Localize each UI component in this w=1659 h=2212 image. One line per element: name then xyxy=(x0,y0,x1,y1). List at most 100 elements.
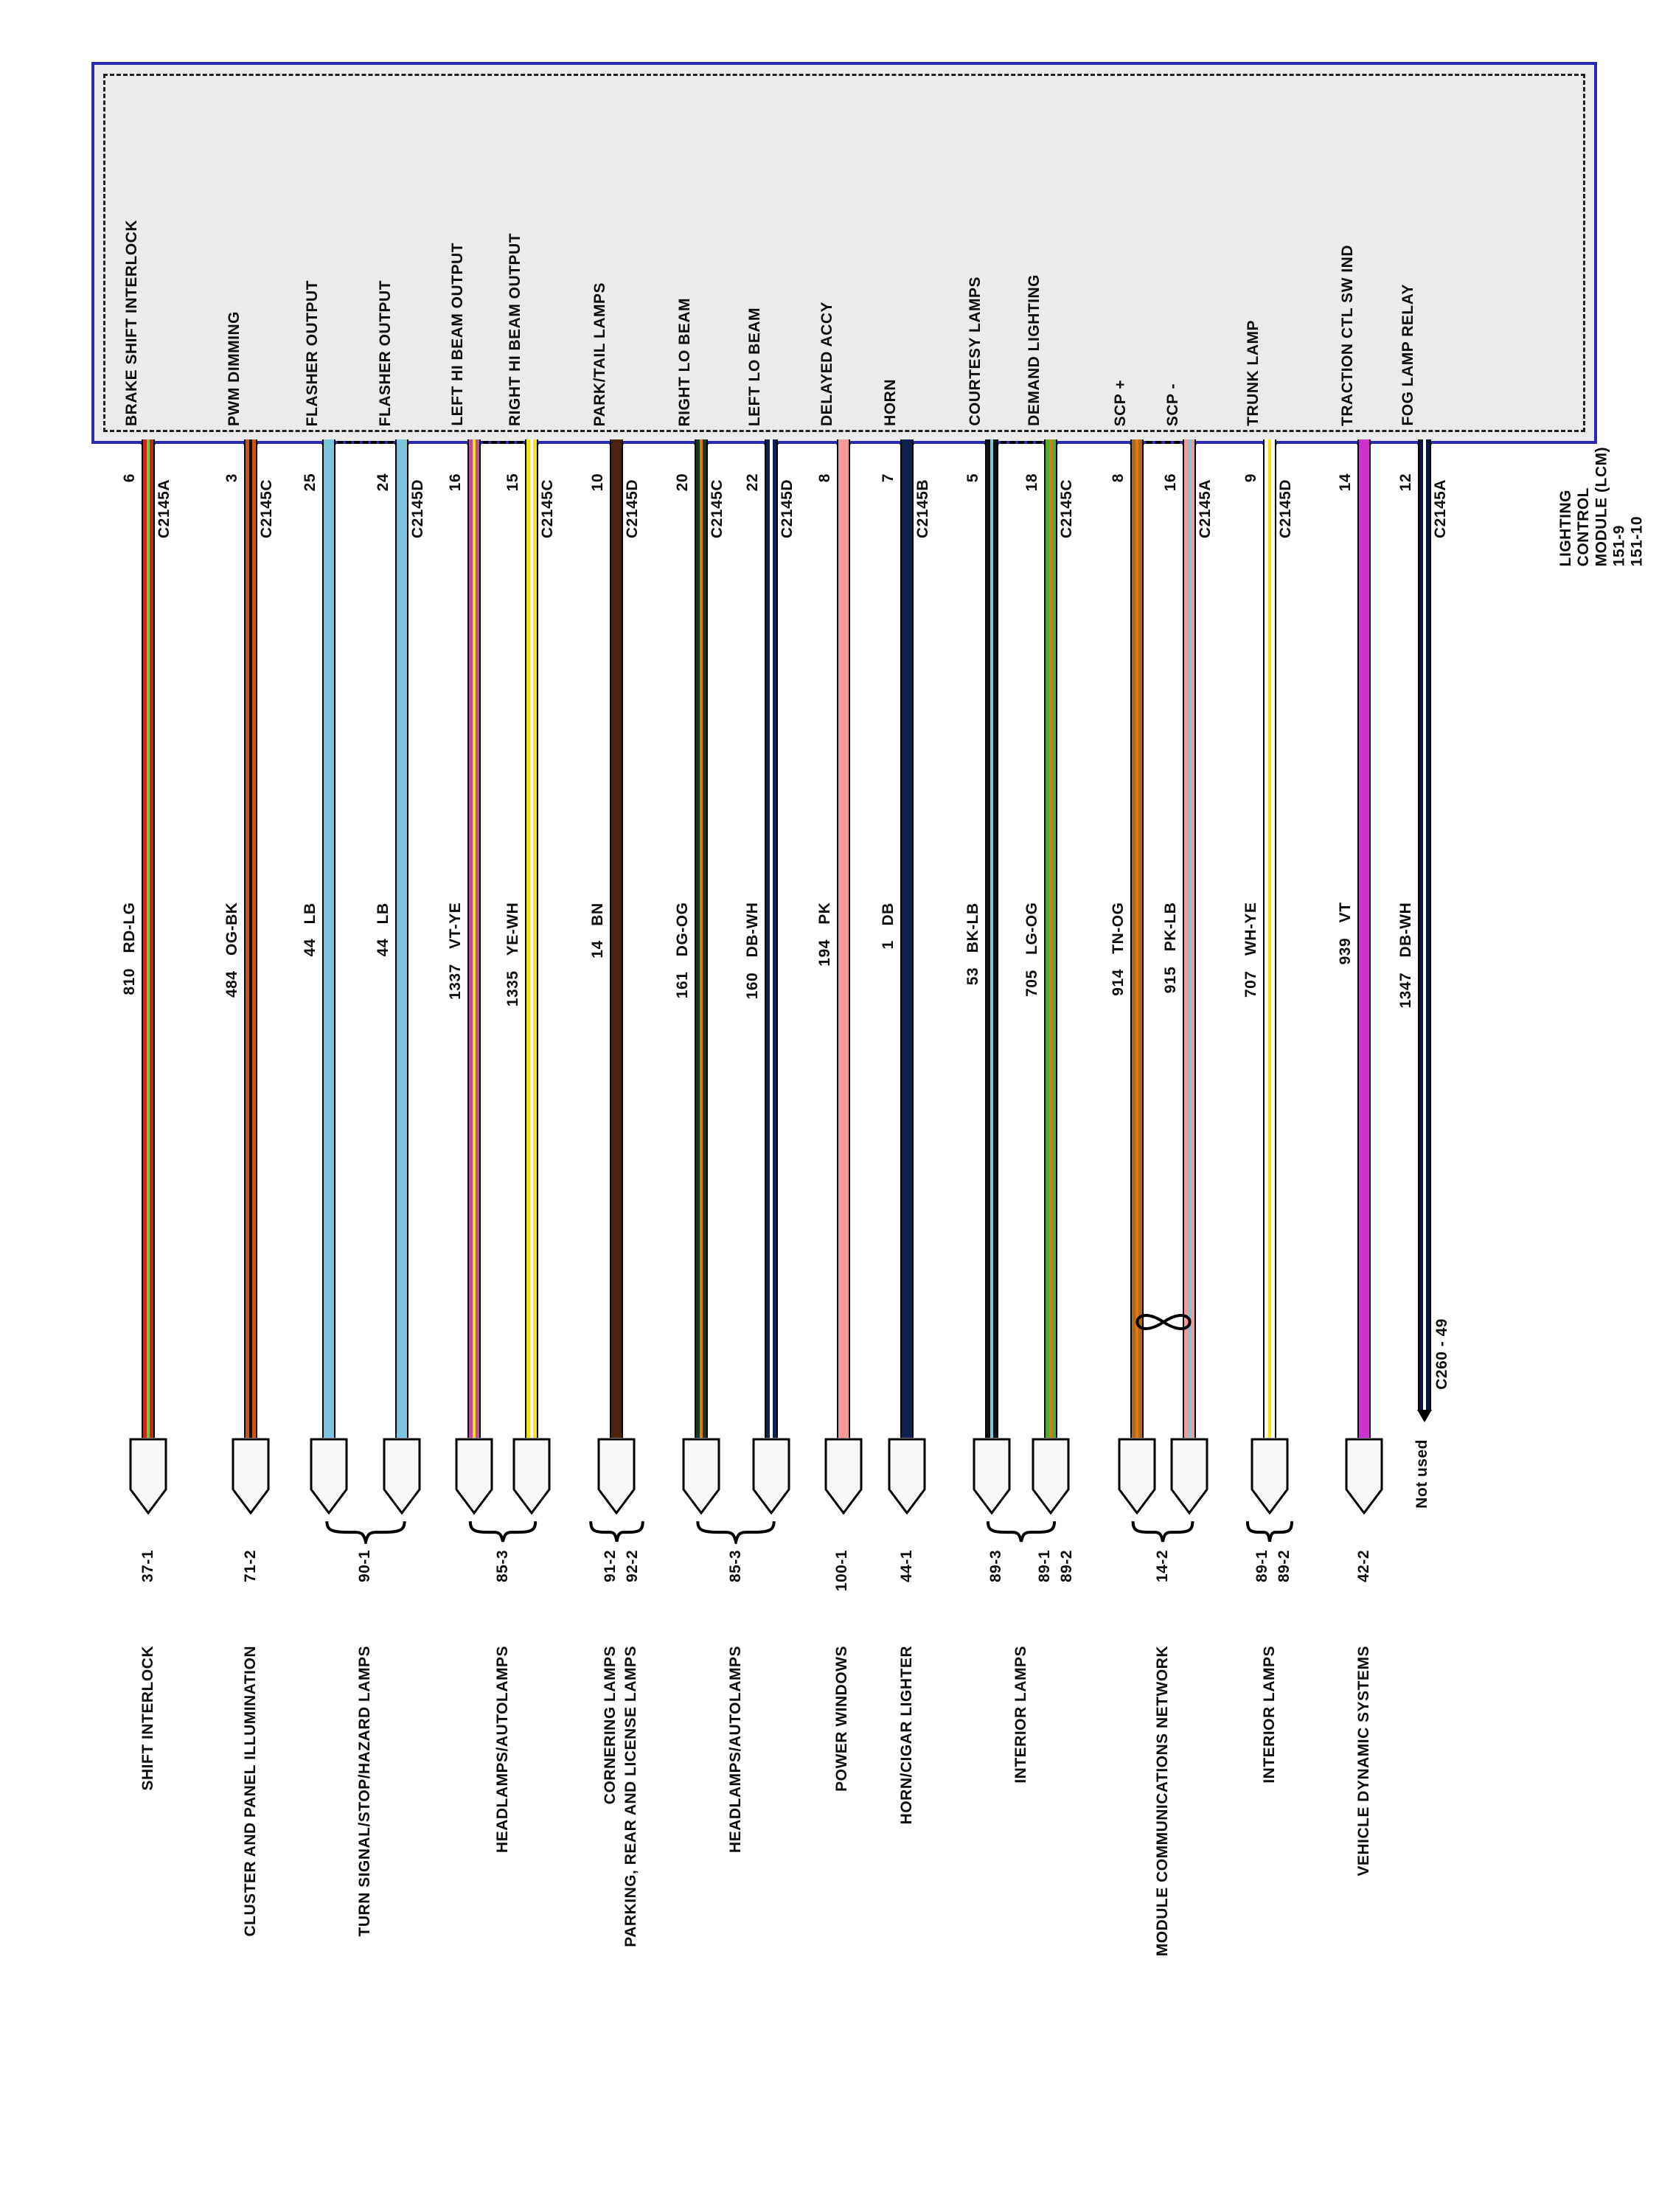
module-title-line: LIGHTING xyxy=(1557,489,1574,567)
destination-label: INTERIOR LAMPS xyxy=(1261,1646,1278,1784)
wire-function-label: TRUNK LAMP xyxy=(1245,320,1262,426)
pin-number: 8 xyxy=(1110,473,1127,483)
wire xyxy=(1044,439,1057,1438)
connector-label: C2145D xyxy=(779,479,796,539)
circuit-number: 939 xyxy=(1337,937,1354,965)
inline-connector-symbol xyxy=(973,1438,1011,1515)
wire xyxy=(985,439,998,1438)
circuit-color: LB xyxy=(375,902,392,924)
circuit-number: 484 xyxy=(223,970,240,998)
wire-stripe xyxy=(1188,439,1191,1438)
circuit-label: 1 DB xyxy=(880,902,897,950)
wire xyxy=(322,439,335,1438)
wire xyxy=(1418,439,1431,1410)
circuit-color: WH-YE xyxy=(1242,902,1259,956)
destination-label: HEADLAMPS/AUTOLAMPS xyxy=(494,1646,511,1853)
inline-connector-symbol xyxy=(1032,1438,1070,1515)
module-title-line: MODULE (LCM) xyxy=(1593,447,1610,567)
pin-number: 25 xyxy=(302,473,319,492)
pin-number: 20 xyxy=(674,473,691,492)
destination-label: CLUSTER AND PANEL ILLUMINATION xyxy=(242,1646,259,1937)
wire-stripe xyxy=(842,439,845,1438)
circuit-number: 194 xyxy=(816,939,833,967)
module-title: LIGHTING CONTROL MODULE (LCM) 151-9 151-… xyxy=(1557,447,1646,566)
wire-stripe xyxy=(700,439,703,1438)
brace xyxy=(1246,1519,1293,1544)
figure-ref: 100-1 xyxy=(833,1550,850,1592)
wire-stripe xyxy=(905,439,908,1438)
inline-connector-symbol xyxy=(752,1438,790,1515)
brace xyxy=(324,1519,407,1544)
wire-stripe xyxy=(615,439,618,1438)
circuit-label: 707 WH-YE xyxy=(1242,902,1260,998)
wire-function-label: COURTESY LAMPS xyxy=(967,276,984,426)
pair-dash xyxy=(1137,441,1189,444)
module-title-line: 151-10 xyxy=(1628,515,1646,567)
destination-label: TURN SIGNAL/STOP/HAZARD LAMPS xyxy=(356,1646,373,1937)
inline-connector-symbol xyxy=(1345,1438,1383,1515)
circuit-color: DB-WH xyxy=(1397,902,1414,958)
figure-ref: 89-1 xyxy=(1253,1550,1270,1583)
wire-function-label: DEMAND LIGHTING xyxy=(1026,274,1043,426)
circuit-color: TN-OG xyxy=(1110,902,1127,955)
wire-function-label: PARK/TAIL LAMPS xyxy=(591,282,608,426)
figure-ref: 14-2 xyxy=(1154,1550,1171,1583)
figure-ref: 85-3 xyxy=(494,1550,511,1583)
destination-label: CORNERING LAMPS xyxy=(602,1646,619,1805)
circuit-number: 44 xyxy=(375,939,392,957)
circuit-color: LG-OG xyxy=(1023,902,1040,956)
wire xyxy=(142,439,155,1438)
wire-function-label: SCP + xyxy=(1112,379,1129,426)
inline-connector-symbol xyxy=(1251,1438,1289,1515)
brace xyxy=(695,1519,776,1544)
circuit-label: 915 PK-LB xyxy=(1162,902,1180,993)
circuit-color: VT xyxy=(1337,902,1354,923)
connector-label: C2145C xyxy=(258,479,275,539)
wire-function-label: SCP - xyxy=(1164,383,1181,426)
inline-connector-symbol xyxy=(1170,1438,1208,1515)
wire-function-label: RIGHT HI BEAM OUTPUT xyxy=(507,233,524,426)
inline-connector-symbol xyxy=(310,1438,348,1515)
connector-label: C2145B xyxy=(914,479,931,539)
arrow-down-icon xyxy=(1417,1410,1432,1422)
pin-number: 6 xyxy=(121,473,138,483)
circuit-label: 939 VT xyxy=(1337,902,1354,964)
pin-number: 9 xyxy=(1242,473,1259,483)
wire-stripe xyxy=(147,439,150,1438)
circuit-label: 810 RD-LG xyxy=(121,902,139,995)
pin-number: 18 xyxy=(1023,473,1040,492)
destination-label: HORN/CIGAR LIGHTER xyxy=(898,1646,915,1825)
wire xyxy=(1357,439,1371,1438)
wire xyxy=(395,439,408,1438)
wire xyxy=(610,439,623,1438)
pair-dash xyxy=(474,441,532,444)
not-used-note: Not used xyxy=(1413,1439,1430,1509)
wire-function-label: BRAKE SHIFT INTERLOCK xyxy=(123,220,140,426)
pin-number: 22 xyxy=(744,473,761,492)
circuit-color: DB-WH xyxy=(744,902,761,958)
destination-label: HEADLAMPS/AUTOLAMPS xyxy=(727,1646,744,1853)
pair-dash xyxy=(992,441,1051,444)
inline-connector-symbol xyxy=(383,1438,421,1515)
figure-ref: 37-1 xyxy=(139,1550,156,1583)
wire xyxy=(1263,439,1276,1438)
circuit-label: 161 DG-OG xyxy=(674,902,692,998)
pin-number: 16 xyxy=(1162,473,1179,492)
figure-ref: 89-3 xyxy=(987,1550,1004,1583)
circuit-color: YE-WH xyxy=(504,902,521,956)
circuit-label: 160 DB-WH xyxy=(744,902,762,999)
connector-label: C2145D xyxy=(624,479,641,539)
pin-number: 12 xyxy=(1397,473,1414,492)
wire-stripe xyxy=(400,439,403,1438)
destination-label: SHIFT INTERLOCK xyxy=(139,1646,156,1791)
figure-ref: 89-1 xyxy=(1036,1550,1053,1583)
circuit-number: 1347 xyxy=(1397,972,1414,1009)
figure-ref: 89-2 xyxy=(1058,1550,1075,1583)
circuit-label: 705 LG-OG xyxy=(1023,902,1041,997)
circuit-color: PK-LB xyxy=(1162,902,1179,952)
circuit-number: 810 xyxy=(121,968,138,995)
module-title-line: 151-9 xyxy=(1610,525,1628,567)
inline-connector-symbol xyxy=(1118,1438,1156,1515)
circuit-color: VT-YE xyxy=(447,902,464,950)
circuit-number: 705 xyxy=(1023,970,1040,997)
